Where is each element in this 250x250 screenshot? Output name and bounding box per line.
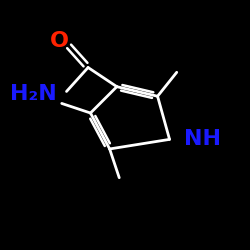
Text: H₂N: H₂N — [10, 84, 57, 104]
Text: NH: NH — [184, 130, 221, 150]
Text: O: O — [50, 31, 69, 51]
